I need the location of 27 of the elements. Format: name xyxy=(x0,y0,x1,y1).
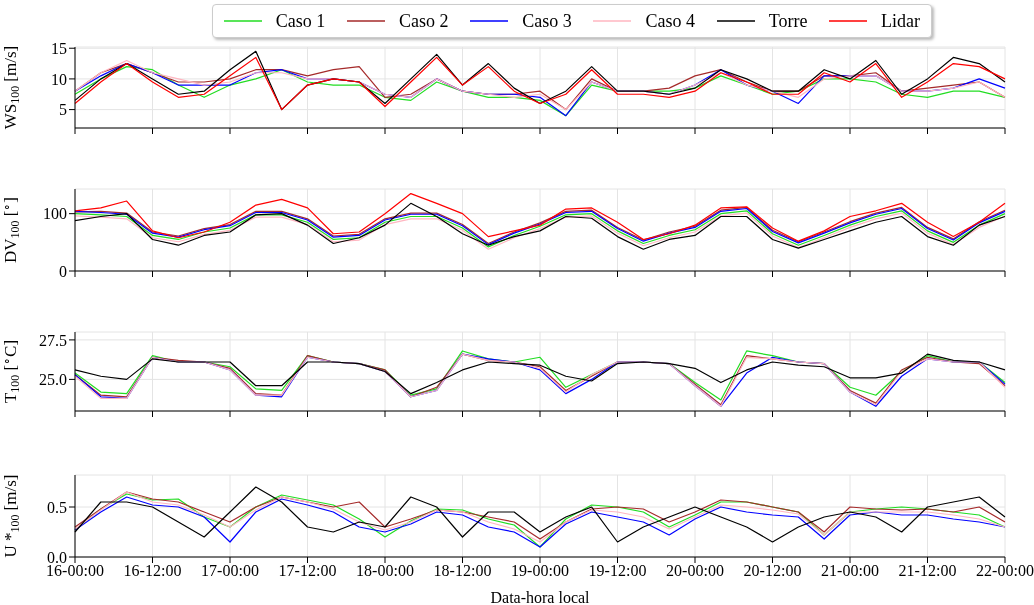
x-tick-label: 17-12:00 xyxy=(278,562,337,580)
x-tick-label: 16-12:00 xyxy=(123,562,182,580)
y-tick-label: 10 xyxy=(51,70,67,88)
y-tick-label: 100 xyxy=(43,205,67,223)
x-axis-title: Data-hora local xyxy=(490,589,591,605)
y-tick-label: 25.0 xyxy=(39,371,67,389)
y-tick-label: 0.5 xyxy=(47,498,67,516)
x-tick-label: 19-00:00 xyxy=(511,562,569,580)
x-tick-label: 21-00:00 xyxy=(821,562,879,580)
y-tick-label: 0 xyxy=(59,262,67,280)
y-tick-label: 27.5 xyxy=(39,331,67,349)
legend-label: Caso 4 xyxy=(645,10,695,32)
legend-label: Caso 3 xyxy=(522,10,572,32)
x-tick-label: 22-00:00 xyxy=(976,562,1034,580)
x-tick-label: 20-12:00 xyxy=(743,562,802,580)
x-tick-label: 21-12:00 xyxy=(898,562,957,580)
y-tick-label: 5 xyxy=(59,101,67,119)
legend-label: Caso 2 xyxy=(399,10,449,32)
x-tick-label: 18-00:00 xyxy=(356,562,414,580)
x-tick-label: 17-00:00 xyxy=(201,562,259,580)
x-tick-label: 18-12:00 xyxy=(433,562,492,580)
legend-label: Caso 1 xyxy=(275,10,326,32)
legend-label: Torre xyxy=(768,10,808,32)
x-tick-label: 20-00:00 xyxy=(666,562,724,580)
x-tick-label: 19-12:00 xyxy=(588,562,647,580)
y-tick-label: 15 xyxy=(51,39,67,57)
legend-label: Lidar xyxy=(881,10,921,32)
